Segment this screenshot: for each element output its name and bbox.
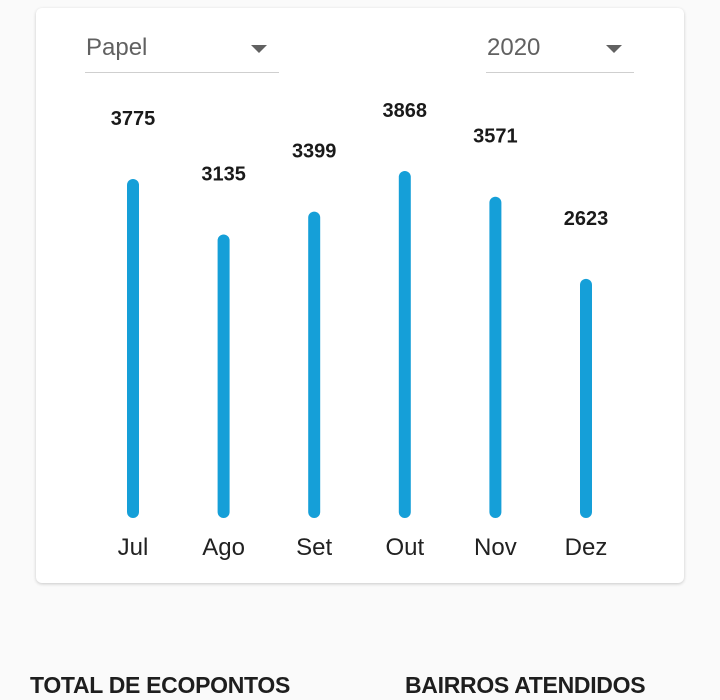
chevron-down-icon (606, 45, 622, 53)
total-ecopontos-label: TOTAL DE ECOPONTOS (30, 672, 290, 698)
bairros-atendidos-label: BAIRROS ATENDIDOS (405, 672, 646, 698)
x-tick-label: Ago (202, 534, 245, 561)
x-tick-label: Set (296, 534, 332, 561)
x-tick-label: Out (385, 534, 424, 561)
chart-card: Papel 2020 (36, 8, 684, 583)
data-label: 3571 (473, 126, 518, 148)
chevron-down-icon (251, 45, 267, 53)
material-value: Papel (86, 34, 148, 61)
x-tick-label: Jul (118, 534, 149, 561)
year-dropdown[interactable]: 2020 (486, 30, 634, 73)
data-label: 3868 (383, 100, 428, 122)
data-label: 2623 (564, 208, 609, 230)
x-tick-label: Dez (565, 534, 608, 561)
data-label: 3135 (201, 163, 246, 185)
material-dropdown[interactable]: Papel (85, 30, 279, 73)
year-value: 2020 (487, 34, 541, 61)
data-label: 3775 (111, 108, 156, 130)
data-label: 3399 (292, 141, 337, 163)
x-tick-label: Nov (474, 534, 517, 561)
bar-chart: 3775 Jul 3135 Ago 3399 Set 3868 Out 3571 Nov 2623 D… (111, 100, 609, 561)
